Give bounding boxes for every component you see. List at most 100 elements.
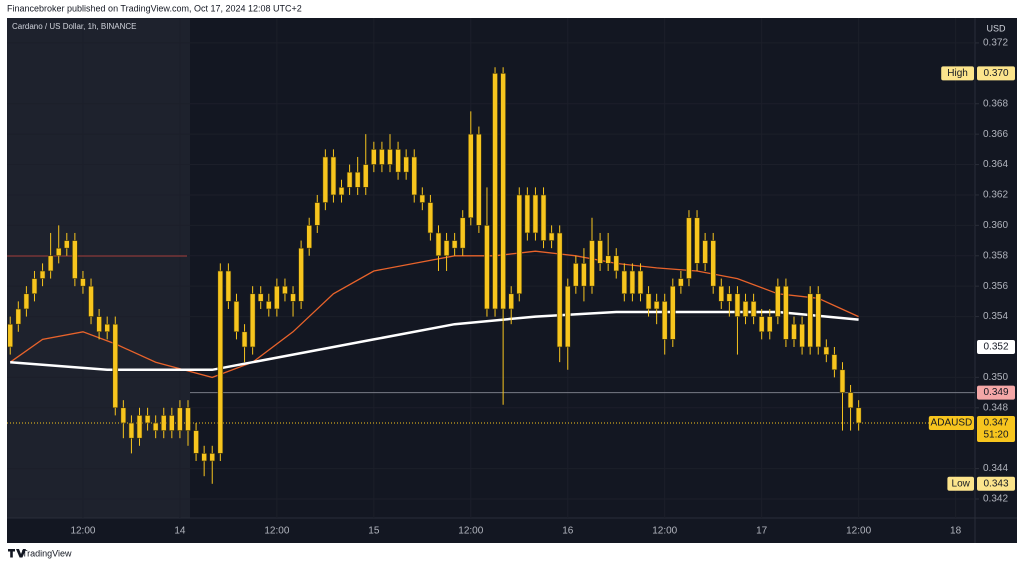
candle-body	[670, 285, 676, 340]
candle-body	[807, 293, 813, 348]
candle-body	[516, 194, 523, 295]
candle-body	[637, 270, 644, 295]
candle-body	[605, 255, 611, 264]
candle-body	[63, 240, 70, 249]
candle-body	[15, 308, 22, 325]
candle-body	[831, 354, 838, 371]
candle-body	[653, 301, 660, 310]
candle-body	[476, 133, 482, 226]
y-tick-label: 0.366	[983, 129, 1008, 140]
candle-body	[144, 415, 151, 424]
candle-body	[758, 316, 765, 333]
price-marker-tag	[947, 476, 974, 491]
candle-body	[346, 171, 353, 188]
candle-body	[484, 225, 490, 310]
price-marker-value: 0.343	[983, 478, 1008, 489]
candle-body	[72, 240, 78, 279]
candle-body	[645, 293, 652, 310]
candle-body	[322, 156, 329, 203]
candle-body	[775, 285, 781, 317]
candle-body	[88, 285, 94, 317]
y-tick-label: 0.362	[983, 190, 1008, 201]
candle-body	[726, 293, 733, 302]
candle-body	[411, 156, 418, 196]
candle-body	[459, 217, 466, 249]
y-tick-label: 0.360	[983, 220, 1008, 231]
candle-body	[443, 240, 450, 257]
candle-body	[629, 270, 636, 295]
candle-body	[613, 255, 620, 272]
candle-body	[734, 293, 741, 317]
candle-body	[686, 217, 692, 279]
candle-body	[282, 285, 288, 295]
x-tick-label: 18	[950, 526, 962, 537]
candle-body	[661, 301, 668, 340]
y-tick-label: 0.350	[983, 372, 1008, 383]
candle-body	[451, 240, 458, 249]
candle-body	[241, 331, 248, 348]
candle-body	[742, 301, 749, 317]
candle-body	[120, 407, 127, 424]
footer-logo	[8, 549, 26, 558]
axes: 0.342 0.344 0.348 0.350 0.354 0.356 0.358 0.360…	[70, 38, 1015, 537]
candle-body	[55, 247, 62, 257]
candle-body	[799, 323, 805, 348]
candle-body	[112, 323, 119, 409]
price-marker	[977, 339, 1015, 354]
x-tick-label: 12:00	[264, 526, 289, 537]
candle-body	[839, 369, 846, 393]
candle-body	[500, 73, 506, 310]
candle-body	[387, 149, 393, 165]
plot	[7, 67, 862, 484]
candle-body	[540, 194, 547, 241]
candle-body	[678, 278, 684, 287]
candle-body	[435, 232, 442, 257]
candle-body	[354, 171, 361, 188]
currency-label: USD	[986, 23, 1006, 33]
candle-body	[524, 194, 531, 234]
price-marker-tag	[928, 415, 974, 430]
candle-body	[548, 232, 555, 241]
candle-body	[791, 323, 797, 340]
candle-body	[556, 232, 563, 348]
price-marker	[977, 415, 1015, 442]
y-tick-label: 0.356	[983, 281, 1008, 292]
y-tick-label: 0.348	[983, 402, 1008, 413]
candle-body	[573, 263, 579, 287]
candle-body	[379, 149, 385, 165]
x-tick-label: 12:00	[652, 526, 677, 537]
price-marker-label: ADAUSD	[931, 418, 973, 429]
candle-body	[257, 293, 264, 302]
candle-body	[847, 392, 854, 409]
y-tick-label: 0.342	[983, 494, 1008, 505]
candle-body	[467, 133, 474, 219]
candle-body	[152, 422, 159, 431]
candle-body	[249, 293, 256, 348]
candle-body	[855, 407, 862, 424]
candle-body	[314, 202, 321, 226]
candle-body	[265, 301, 272, 310]
candle-body	[104, 323, 110, 333]
candle-body	[209, 453, 216, 462]
candle-body	[589, 240, 595, 287]
candle-body	[274, 285, 280, 310]
y-tick-label: 0.354	[983, 311, 1008, 322]
candle-body	[338, 187, 345, 196]
price-marker-value: 0.370	[983, 68, 1008, 79]
footer-text: TradingView	[22, 548, 72, 558]
moving-average	[10, 310, 859, 372]
candle-body	[419, 194, 426, 203]
candle-body	[362, 164, 369, 188]
candle-body	[128, 422, 135, 439]
candle-body	[80, 278, 86, 287]
candle-body	[532, 194, 539, 234]
candle-body	[298, 247, 304, 302]
candle-body	[702, 240, 708, 264]
candle-body	[621, 270, 628, 295]
candle-body	[597, 240, 603, 264]
x-tick-label: 15	[368, 526, 380, 537]
candle-body	[290, 293, 296, 302]
candle-body	[31, 278, 38, 295]
candle-body	[508, 293, 515, 310]
